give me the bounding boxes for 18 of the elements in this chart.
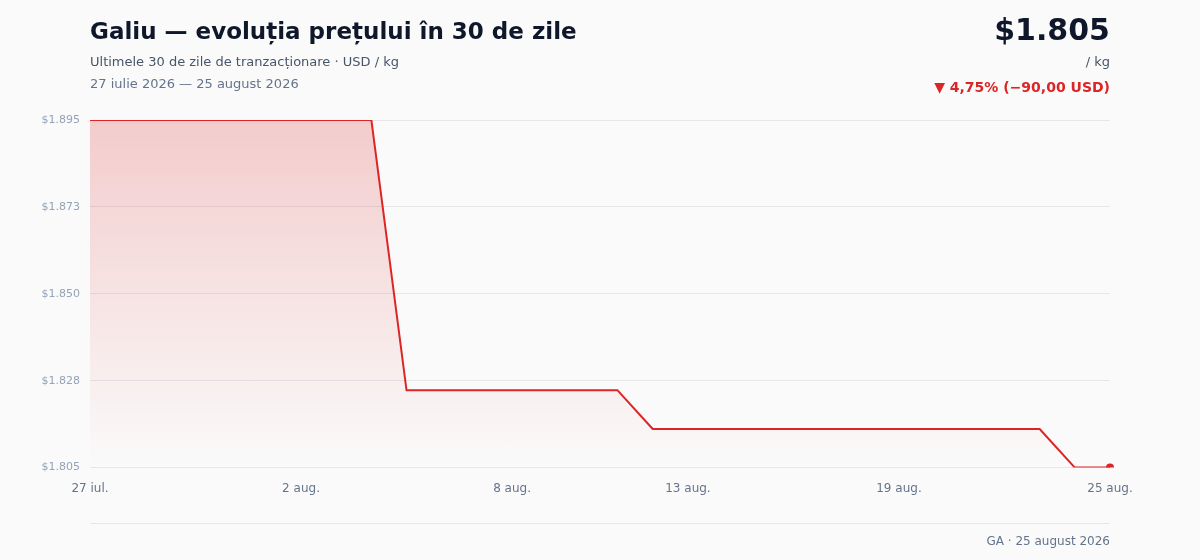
x-tick-label: 13 aug.	[665, 480, 711, 495]
text: / kg	[1085, 54, 1110, 69]
text: $1.805	[994, 12, 1110, 47]
text: 27 iulie 2026 — 25 august 2026	[90, 76, 299, 91]
x-tick-label: 25 aug.	[1087, 480, 1133, 495]
y-tick-label: $1.895	[41, 112, 80, 126]
text: ▼ 4,75% (−90,00 USD)	[934, 79, 1110, 95]
y-tick-label: $1.805	[41, 460, 80, 474]
x-tick-label: 2 aug.	[282, 480, 320, 495]
chart-subtitle: Ultimele 30 de zile de tranzacționare · USD / kg	[90, 54, 399, 69]
y-tick-label: $1.873	[41, 199, 80, 213]
chart-title: Galiu — evoluția prețului în 30 de zile	[90, 18, 577, 44]
x-tick-label: 8 aug.	[493, 480, 531, 495]
x-tick-label: 27 iul.	[71, 480, 109, 495]
y-tick-label: $1.850	[41, 286, 80, 300]
x-tick-label: 19 aug.	[876, 480, 922, 495]
text: GA · 25 august 2026	[986, 534, 1110, 548]
y-tick-label: $1.828	[41, 373, 80, 387]
